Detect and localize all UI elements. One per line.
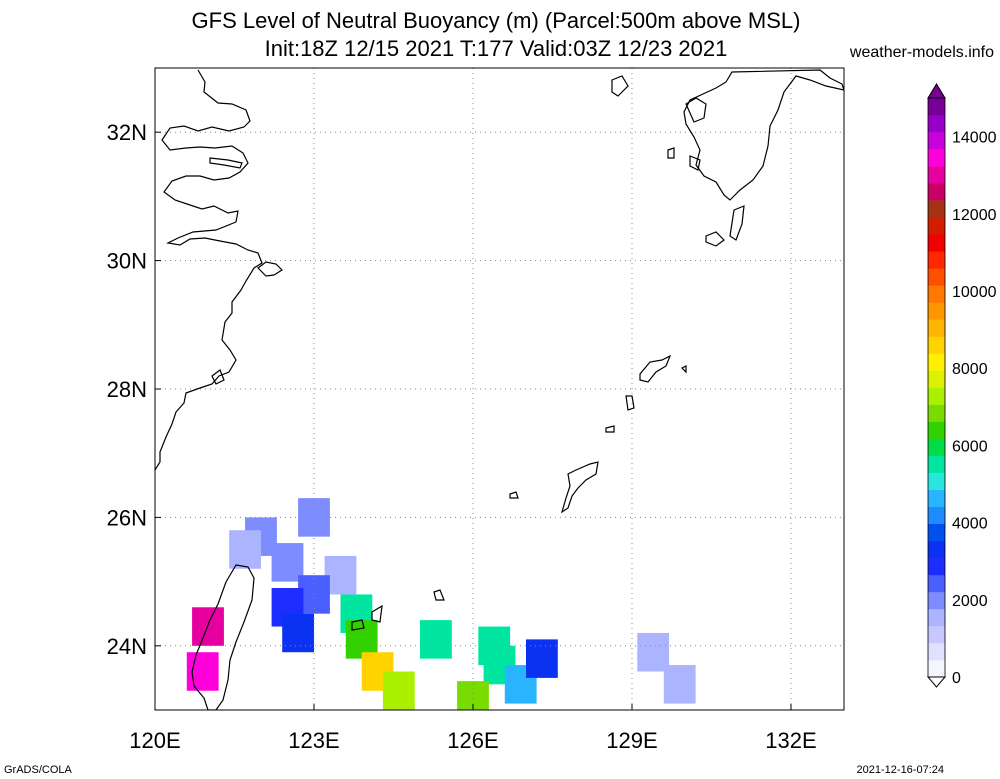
colorbar-segment [928, 557, 945, 576]
colorbar-segment [928, 574, 945, 593]
colorbar-segment [928, 455, 945, 473]
colorbar-segment [928, 540, 945, 559]
lon-tick-label: 123E [288, 728, 339, 753]
china-coastline [155, 69, 263, 471]
lat-tick-label: 32N [107, 120, 147, 145]
colorbar-segment [928, 659, 945, 678]
colorbar-segment [928, 523, 945, 542]
colorbar-bottom-arrow [926, 676, 947, 688]
colorbar-segment [928, 438, 945, 456]
colorbar-segment [928, 234, 945, 252]
lnb-field [186, 498, 696, 710]
colorbar-segment [928, 642, 945, 661]
colorbar-label: 2000 [952, 593, 988, 610]
colorbar-frame [927, 97, 946, 678]
lat-tick-label: 28N [107, 377, 147, 402]
colorbar-segment [928, 489, 945, 508]
field-cell [229, 530, 261, 569]
colorbar-segment [928, 268, 945, 286]
field-cell [298, 498, 330, 537]
field-cell [663, 665, 696, 704]
lat-tick-label: 30N [107, 249, 147, 274]
colorbar-segment [928, 625, 945, 644]
colorbar-segment [928, 132, 945, 150]
colorbar-segment [928, 404, 945, 422]
colorbar-top-arrow [927, 83, 946, 99]
site-watermark: weather-models.info [849, 44, 994, 61]
colorbar-segment [928, 251, 945, 269]
colorbar-label: 10000 [952, 284, 997, 301]
lat-tick-label: 26N [107, 505, 147, 530]
colorbar-segment [928, 217, 945, 235]
field-cell [526, 639, 558, 678]
map-title-line1: GFS Level of Neutral Buoyancy (m) (Parce… [191, 8, 801, 33]
lon-tick-label: 126E [447, 728, 498, 753]
colorbar-segment [928, 285, 945, 303]
colorbar-segment [928, 200, 945, 218]
colorbar-label: 12000 [952, 207, 997, 224]
colorbar-label: 4000 [952, 516, 988, 533]
colorbar-segment [928, 336, 945, 354]
colorbar-segment [928, 387, 945, 405]
field-cell [420, 620, 452, 659]
colorbar-segment [928, 353, 945, 371]
colorbar-segment [928, 98, 945, 116]
lat-lon-grid [155, 68, 844, 710]
colorbar-label: 14000 [952, 130, 997, 147]
colorbar: 0 2000 4000 6000 8000 10000 12000 14000 [926, 83, 997, 688]
colorbar-segment [928, 506, 945, 525]
colorbar-label: 0 [952, 670, 961, 687]
colorbar-segment [928, 149, 945, 167]
colorbar-segment [928, 115, 945, 133]
colorbar-segment [928, 370, 945, 388]
footer-timestamp: 2021-12-16-07:24 [856, 764, 944, 776]
lon-tick-label: 129E [606, 728, 657, 753]
colorbar-segment [928, 302, 945, 320]
colorbar-segment [928, 183, 945, 201]
colorbar-label: 6000 [952, 438, 988, 455]
coastlines [155, 69, 844, 710]
colorbar-segment [928, 166, 945, 184]
lon-tick-label: 120E [129, 728, 180, 753]
lon-tick-label: 132E [765, 728, 816, 753]
taiwan-coastline [191, 564, 255, 710]
lat-tick-label: 24N [107, 634, 147, 659]
colorbar-segment [928, 591, 945, 610]
colorbar-segment [928, 421, 945, 439]
colorbar-segment [928, 472, 945, 490]
field-cell [382, 671, 415, 710]
field-cell [282, 613, 314, 653]
colorbar-label: 8000 [952, 361, 988, 378]
field-cell [457, 681, 489, 710]
colorbar-segment [928, 319, 945, 337]
axis-ticks: 120E 123E 126E 129E 132E 24N 26N 28N 30N 32N [107, 120, 817, 753]
map-title-line2: Init:18Z 12/15 2021 T:177 Valid:03Z 12/2… [264, 36, 728, 61]
kyushu-coastline [683, 69, 844, 201]
colorbar-segment [928, 608, 945, 627]
footer-credit: GrADS/COLA [4, 764, 72, 776]
